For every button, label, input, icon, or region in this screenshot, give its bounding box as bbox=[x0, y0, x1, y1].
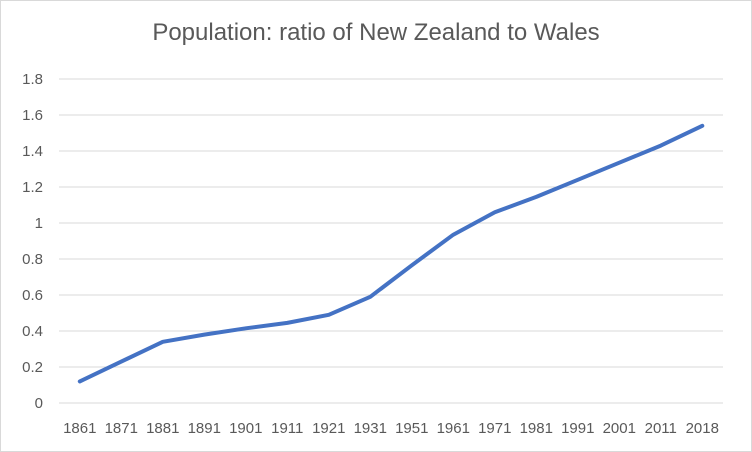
y-tick-label: 1.8 bbox=[22, 71, 43, 88]
x-tick-label: 1951 bbox=[395, 420, 428, 437]
series-line-0 bbox=[77, 123, 705, 384]
x-tick-label: 1931 bbox=[354, 420, 387, 437]
y-tick-label: 1.4 bbox=[22, 143, 43, 160]
x-tick-label: 1881 bbox=[146, 420, 179, 437]
x-tick-label: 1991 bbox=[561, 420, 594, 437]
y-tick-label: 1.2 bbox=[22, 179, 43, 196]
x-tick-label: 1981 bbox=[520, 420, 553, 437]
gridlines bbox=[59, 78, 723, 404]
y-tick-label: 1 bbox=[35, 215, 43, 232]
x-tick-label: 1921 bbox=[312, 420, 345, 437]
x-tick-label: 1971 bbox=[478, 420, 511, 437]
y-tick-label: 0.6 bbox=[22, 287, 43, 304]
x-tick-label: 2001 bbox=[603, 420, 636, 437]
x-tick-label: 1891 bbox=[188, 420, 221, 437]
y-axis-ticks: 0 0.2 0.4 0.6 0.8 1 1.2 1.4 1.6 1.8 bbox=[22, 71, 43, 412]
x-tick-label: 2011 bbox=[645, 420, 677, 437]
x-tick-label: 1961 bbox=[437, 420, 470, 437]
x-tick-label: 1901 bbox=[229, 420, 262, 437]
x-tick-label: 1871 bbox=[105, 420, 138, 437]
y-tick-label: 0.2 bbox=[22, 359, 43, 376]
y-tick-label: 0 bbox=[35, 395, 43, 412]
y-tick-label: 0.4 bbox=[22, 323, 43, 340]
x-tick-label: 2018 bbox=[686, 420, 719, 437]
x-tick-label: 1861 bbox=[63, 420, 96, 437]
x-axis-ticks: 1861 1871 1881 1891 1901 1911 1921 1931 1951 1961… bbox=[63, 420, 719, 437]
y-tick-label: 0.8 bbox=[22, 251, 43, 268]
y-tick-label: 1.6 bbox=[22, 107, 43, 124]
x-tick-label: 1911 bbox=[271, 420, 303, 437]
chart-title: Population: ratio of New Zealand to Wale… bbox=[152, 19, 600, 46]
series-layer bbox=[77, 123, 705, 384]
